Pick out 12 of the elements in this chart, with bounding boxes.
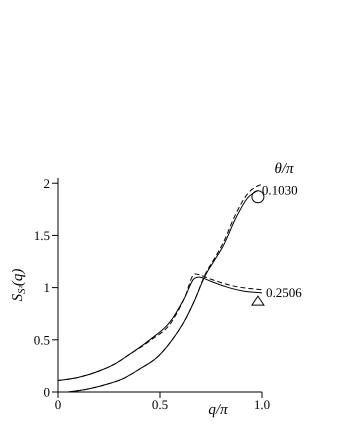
x-tick-label: 1.0 (254, 397, 270, 412)
series-label: 0.2506 (266, 284, 302, 300)
y-tick-label: 1.5 (34, 228, 50, 244)
x-axis-title: q/π (208, 402, 228, 418)
y-tick-label: 0 (44, 384, 50, 400)
legend-title: θ/π (274, 161, 294, 177)
x-tick-label: 0.5 (152, 397, 168, 412)
x-tick-label: 0 (54, 397, 62, 412)
y-tick-label: 2 (44, 176, 50, 191)
series-label: 0.1030 (262, 182, 298, 198)
y-tick-label: 1 (44, 280, 50, 296)
y-tick-label: 0.5 (34, 332, 50, 348)
